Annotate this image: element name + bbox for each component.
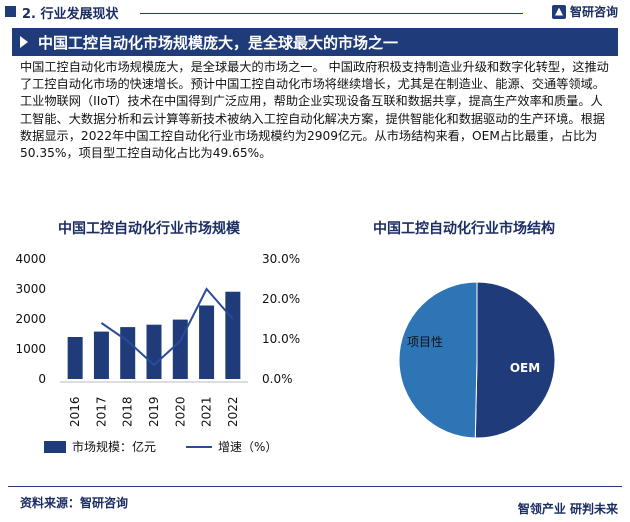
bar: [225, 291, 241, 379]
y-left-tick-label: 1000: [15, 342, 46, 356]
y-right-tick-label: 30.0%: [262, 252, 300, 266]
top-bar: 2. 行业发展现状 智研咨询: [0, 0, 630, 26]
brand-logo-icon: [551, 4, 566, 19]
growth-line: [100, 287, 234, 367]
legend-line-swatch: [186, 445, 212, 448]
pie-chart-title: 中国工控自动化行业市场结构: [373, 221, 555, 237]
bar: [93, 331, 109, 379]
footer-brand: 智领产业 研判未来: [517, 502, 618, 516]
x-tick-label: 2017: [94, 396, 108, 427]
chevron-right-icon: [20, 36, 28, 48]
legend-line-item: 增速（%）: [186, 438, 277, 455]
y-left-tick-label: 4000: [15, 252, 46, 266]
x-tick-label: 2020: [173, 396, 187, 427]
bar: [199, 305, 215, 379]
headline-banner: 中国工控自动化市场规模庞大，是全球最大的市场之一: [12, 28, 618, 56]
legend-line-label: 增速（%）: [218, 440, 278, 454]
legend-bar-swatch: [44, 440, 66, 453]
pie-slice: [398, 281, 478, 439]
section-title: 2. 行业发展现状: [22, 7, 119, 22]
x-tick-label: 2021: [200, 396, 214, 427]
y-left-tick-label: 2000: [15, 312, 46, 326]
y-left-tick-label: 3000: [15, 282, 46, 296]
bar: [146, 324, 162, 379]
y-left-tick-label: 0: [38, 372, 46, 386]
y-right-tick-label: 20.0%: [262, 292, 300, 306]
pie-slice-label: 项目性: [407, 335, 443, 349]
brand-name: 智研咨询: [569, 5, 618, 19]
y-right-tick-label: 10.0%: [262, 332, 300, 346]
legend-bar-label: 市场规模：亿元: [72, 440, 157, 454]
brand: 智研咨询: [551, 3, 618, 20]
source-note: 资料来源：智研咨询: [20, 496, 129, 510]
x-tick-label: 2022: [226, 396, 240, 427]
footer-divider: [8, 486, 622, 487]
x-tick-label: 2019: [147, 396, 161, 427]
pie-slice: [474, 281, 556, 439]
body-paragraph: 中国工控自动化市场规模庞大，是全球最大的市场之一。 中国政府积极支持制造业升级和…: [20, 60, 609, 161]
y-right-tick-label: 0.0%: [262, 372, 293, 386]
x-tick-label: 2018: [121, 396, 135, 427]
section-bullet-icon: [5, 6, 16, 17]
pie-slice-label: OEM: [510, 361, 540, 375]
x-tick-label: 2016: [68, 396, 82, 427]
bar: [120, 327, 136, 379]
bar-chart-title: 中国工控自动化行业市场规模: [58, 221, 240, 237]
bar: [67, 337, 83, 379]
legend-bar-item: 市场规模：亿元: [44, 438, 156, 455]
headline-text: 中国工控自动化市场规模庞大，是全球最大的市场之一: [38, 33, 399, 52]
top-divider: [140, 13, 523, 14]
